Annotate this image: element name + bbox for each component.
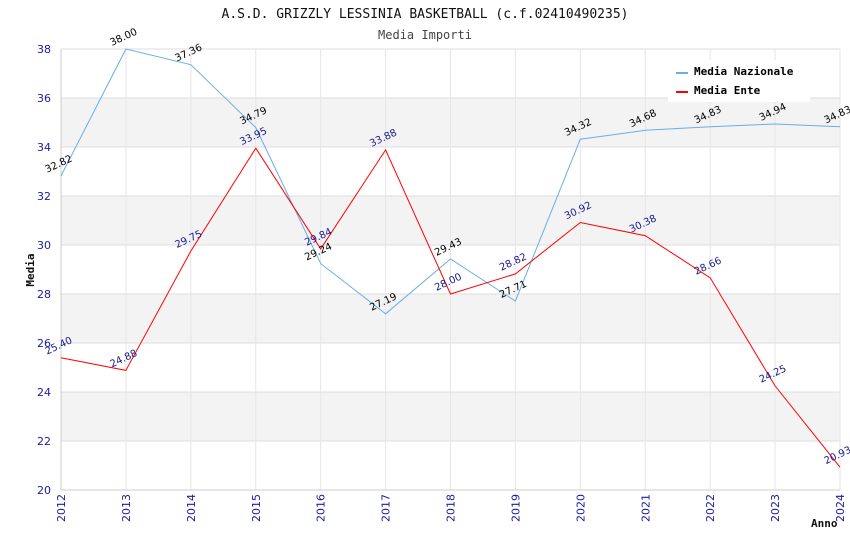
y-tick-label: 26 [37, 337, 51, 350]
x-tick-label: 2015 [250, 494, 263, 522]
series-line-media-nazionale [60, 48, 841, 315]
x-tick-label: 2021 [639, 494, 652, 522]
chart-title: A.S.D. GRIZZLY LESSINIA BASKETBALL (c.f.… [222, 7, 629, 22]
x-tick-label: 2018 [445, 494, 458, 522]
y-tick-label: 32 [37, 190, 51, 203]
x-tick-label: 2020 [574, 494, 587, 522]
x-tick-label: 2024 [834, 494, 847, 522]
y-tick-label: 24 [37, 386, 51, 399]
x-tick-label: 2022 [704, 494, 717, 522]
legend-label-media-nazionale: Media Nazionale [694, 65, 794, 78]
legend-background [668, 60, 810, 102]
x-tick-label: 2012 [55, 494, 68, 522]
y-tick-label: 38 [37, 43, 51, 56]
legend-label-media-ente: Media Ente [694, 84, 761, 97]
x-tick-label: 2014 [185, 494, 198, 522]
chart-subtitle: Media Importi [378, 28, 472, 42]
data-label-media-ente: 28.82 [498, 252, 529, 274]
y-tick-label: 36 [37, 92, 51, 105]
x-tick-label: 2017 [380, 494, 393, 522]
y-axis-label: Media [24, 253, 37, 286]
data-label-media-nazionale: 32.82 [44, 154, 75, 176]
y-tick-label: 34 [37, 141, 51, 154]
legend: Media Nazionale Media Ente [668, 60, 810, 102]
data-label-media-ente: 28.66 [693, 255, 724, 277]
y-tick-label: 22 [37, 435, 51, 448]
y-tick-label: 20 [37, 484, 51, 497]
x-tick-label: 2019 [509, 494, 522, 522]
data-label-media-ente: 20.93 [823, 445, 850, 467]
series-line-media-ente [60, 147, 841, 468]
data-label-media-ente: 24.88 [109, 348, 140, 370]
x-tick-label: 2016 [315, 494, 328, 522]
x-tick-label: 2023 [769, 494, 782, 522]
data-label-media-nazionale: 38.00 [109, 27, 140, 49]
x-tick-label: 2013 [120, 494, 133, 522]
x-axis-label: Anno [811, 517, 838, 530]
data-label-media-nazionale: 37.36 [173, 42, 204, 64]
y-tick-label: 28 [37, 288, 51, 301]
y-tick-label: 30 [37, 239, 51, 252]
